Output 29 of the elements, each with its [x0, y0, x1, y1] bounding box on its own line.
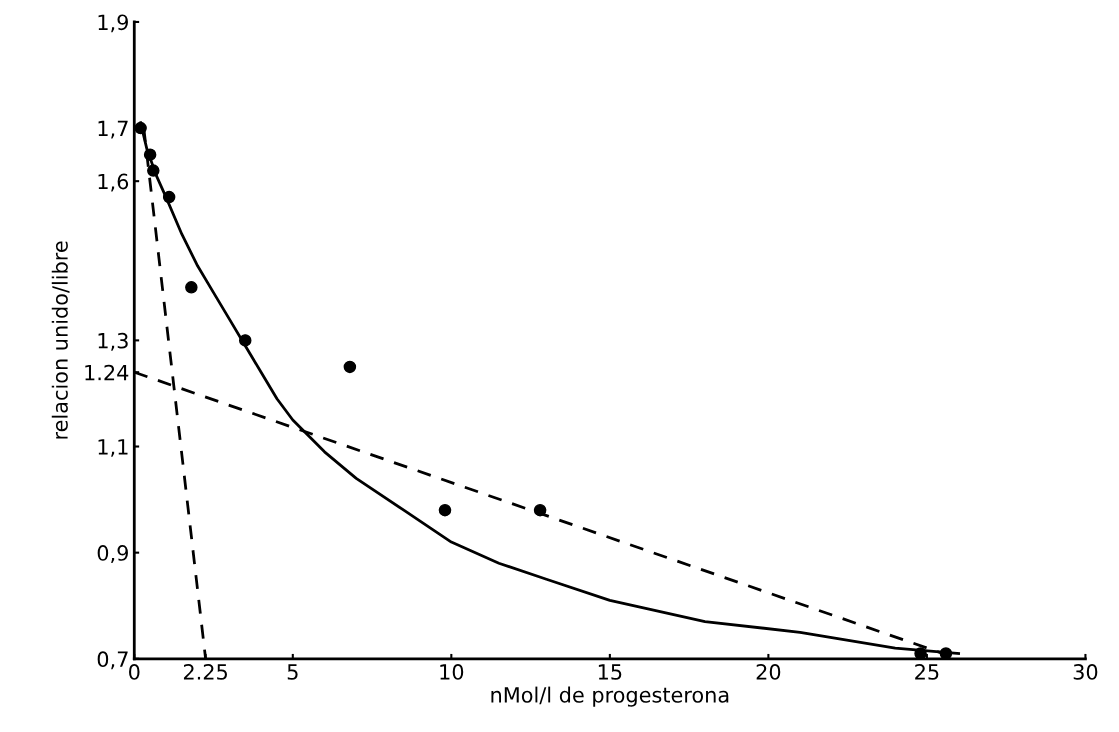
x-tick-label: 2.25 — [183, 664, 227, 680]
x-tick-label: 25 — [915, 664, 939, 680]
point — [533, 503, 547, 517]
y-tick-label: 1,1 — [98, 439, 128, 457]
point — [914, 647, 927, 659]
y-tick-label: 1,7 — [98, 120, 128, 139]
point — [185, 281, 198, 294]
x-tick-label: 20 — [756, 664, 781, 680]
x-tick-label: 5 — [287, 664, 298, 680]
y-tick-label: 1,9 — [98, 14, 128, 33]
x-tick-label: 10 — [440, 664, 464, 680]
y-tick-label: 1.24 — [85, 364, 129, 381]
point — [147, 164, 160, 177]
point — [939, 647, 953, 659]
y-tick-label: 0,7 — [97, 651, 128, 670]
y-tick-label: 1,3 — [98, 332, 128, 351]
y-tick-label: 1,6 — [98, 173, 129, 192]
x-tick-label: 0 — [129, 664, 140, 680]
point — [343, 360, 357, 374]
point — [438, 503, 452, 517]
y-axis-title: relacion unido/libre — [51, 241, 70, 439]
x-tick-label: 15 — [598, 664, 622, 680]
point — [162, 190, 176, 204]
x-axis-title: nMol/l de progesterona — [491, 686, 729, 707]
x-tick-label: 30 — [1073, 664, 1098, 680]
y-tick-label: 0,9 — [97, 545, 128, 563]
point — [238, 334, 252, 347]
point — [134, 121, 147, 135]
point — [143, 148, 157, 161]
